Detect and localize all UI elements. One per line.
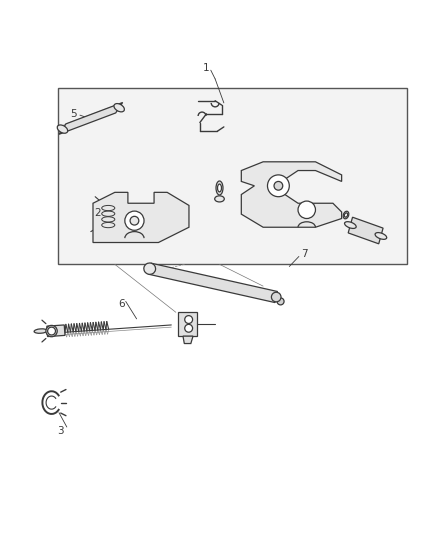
Circle shape — [273, 181, 282, 190]
Polygon shape — [93, 192, 188, 243]
Polygon shape — [58, 87, 406, 264]
Ellipse shape — [271, 292, 280, 302]
Circle shape — [184, 316, 192, 324]
Ellipse shape — [215, 181, 223, 195]
Text: 6: 6 — [118, 298, 124, 309]
Polygon shape — [148, 263, 277, 303]
Ellipse shape — [276, 298, 283, 305]
Ellipse shape — [214, 196, 224, 202]
Ellipse shape — [217, 184, 221, 192]
Circle shape — [297, 201, 315, 219]
Circle shape — [184, 325, 192, 332]
Text: 3: 3 — [57, 426, 64, 437]
Ellipse shape — [344, 222, 355, 229]
Ellipse shape — [343, 211, 348, 219]
Ellipse shape — [343, 213, 347, 217]
Polygon shape — [183, 336, 193, 344]
Circle shape — [47, 327, 55, 335]
Circle shape — [130, 216, 138, 225]
Ellipse shape — [144, 263, 155, 274]
Polygon shape — [177, 312, 197, 336]
Ellipse shape — [46, 325, 57, 337]
Ellipse shape — [374, 232, 386, 239]
Text: 5: 5 — [70, 109, 77, 119]
Ellipse shape — [34, 329, 47, 333]
Polygon shape — [59, 102, 122, 134]
Circle shape — [124, 211, 144, 230]
Text: 7: 7 — [300, 249, 307, 259]
Polygon shape — [241, 162, 341, 227]
Ellipse shape — [114, 103, 124, 112]
Text: 1: 1 — [203, 63, 209, 73]
Polygon shape — [347, 217, 382, 244]
Text: 2: 2 — [94, 208, 100, 219]
Circle shape — [267, 175, 289, 197]
Polygon shape — [47, 325, 65, 336]
Ellipse shape — [57, 125, 67, 133]
